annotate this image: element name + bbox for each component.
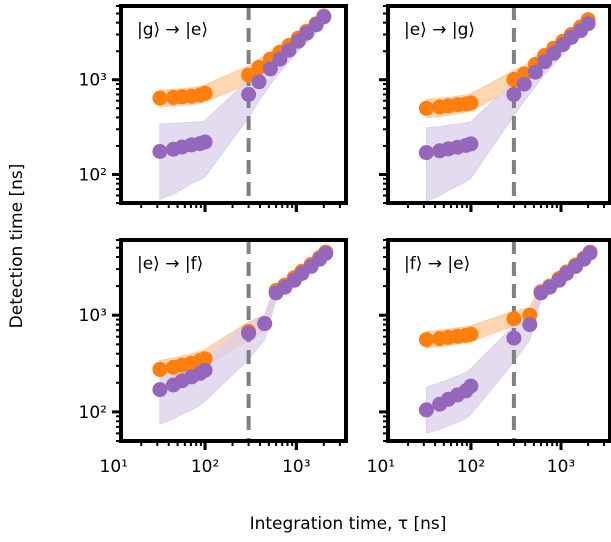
purple-point bbox=[506, 86, 522, 102]
purple-point bbox=[257, 316, 273, 332]
purple-point bbox=[281, 42, 297, 58]
purple-point bbox=[262, 61, 278, 77]
purple-point bbox=[241, 86, 257, 102]
orange-point bbox=[152, 361, 168, 377]
purple-point bbox=[316, 9, 332, 25]
purple-point bbox=[522, 317, 538, 333]
orange-point bbox=[251, 59, 267, 75]
purple-point bbox=[463, 378, 479, 394]
y-tick-label: 10³ bbox=[79, 306, 107, 326]
x-tick-label: 10¹ bbox=[367, 457, 395, 477]
orange-point bbox=[463, 326, 479, 342]
y-axis-label: Detection time [ns] bbox=[7, 164, 27, 329]
purple-point bbox=[463, 136, 479, 152]
panel-plot-area bbox=[418, 240, 598, 441]
orange-point bbox=[197, 351, 213, 367]
purple-point bbox=[582, 245, 598, 261]
panel-2: 10¹ 10² 10³ 10² 10³ |e⟩ → |f⟩ bbox=[79, 238, 348, 477]
y-tick-label: 10² bbox=[79, 165, 107, 185]
purple-point bbox=[318, 246, 334, 261]
orange-point bbox=[463, 95, 479, 111]
x-tick-label: 10² bbox=[457, 457, 485, 477]
purple-point bbox=[418, 402, 434, 418]
orange-point bbox=[418, 332, 434, 348]
y-tick-label: 10³ bbox=[79, 71, 107, 91]
y-tick-label: 10² bbox=[79, 403, 107, 423]
panel-1: |e⟩ → |g⟩ bbox=[379, 4, 611, 212]
panel-title: |g⟩ → |e⟩ bbox=[137, 20, 208, 40]
x-tick-label: 10³ bbox=[282, 457, 310, 477]
purple-point bbox=[516, 76, 532, 92]
purple-point bbox=[152, 144, 168, 159]
purple-point bbox=[580, 16, 596, 32]
panel-3: 10¹ 10² 10³ |f⟩ → |e⟩ bbox=[367, 238, 611, 477]
orange-point bbox=[152, 90, 168, 106]
x-axis-label: Integration time, τ [ns] bbox=[250, 514, 447, 534]
panel-title: |e⟩ → |f⟩ bbox=[137, 254, 203, 274]
panel-plot-area bbox=[418, 6, 596, 203]
purple-point bbox=[418, 145, 434, 161]
purple-point bbox=[152, 382, 168, 398]
x-tick-label: 10¹ bbox=[100, 457, 128, 477]
panel-title: |f⟩ → |e⟩ bbox=[404, 254, 470, 274]
panel-0: 10² 10³ |g⟩ → |e⟩ bbox=[79, 4, 348, 212]
x-tick-label: 10³ bbox=[547, 457, 575, 477]
panel-plot-area bbox=[152, 240, 334, 441]
purple-point bbox=[197, 362, 213, 378]
purple-point bbox=[197, 134, 213, 150]
orange-point bbox=[197, 85, 213, 101]
purple-point bbox=[506, 330, 522, 346]
panel-plot-area bbox=[152, 6, 332, 203]
purple-point bbox=[251, 74, 267, 90]
purple-point bbox=[527, 64, 543, 80]
orange-point bbox=[418, 100, 434, 116]
orange-point bbox=[506, 311, 522, 327]
panel-title: |e⟩ → |g⟩ bbox=[404, 20, 475, 40]
purple-point bbox=[241, 325, 257, 341]
x-tick-label: 10² bbox=[191, 457, 219, 477]
